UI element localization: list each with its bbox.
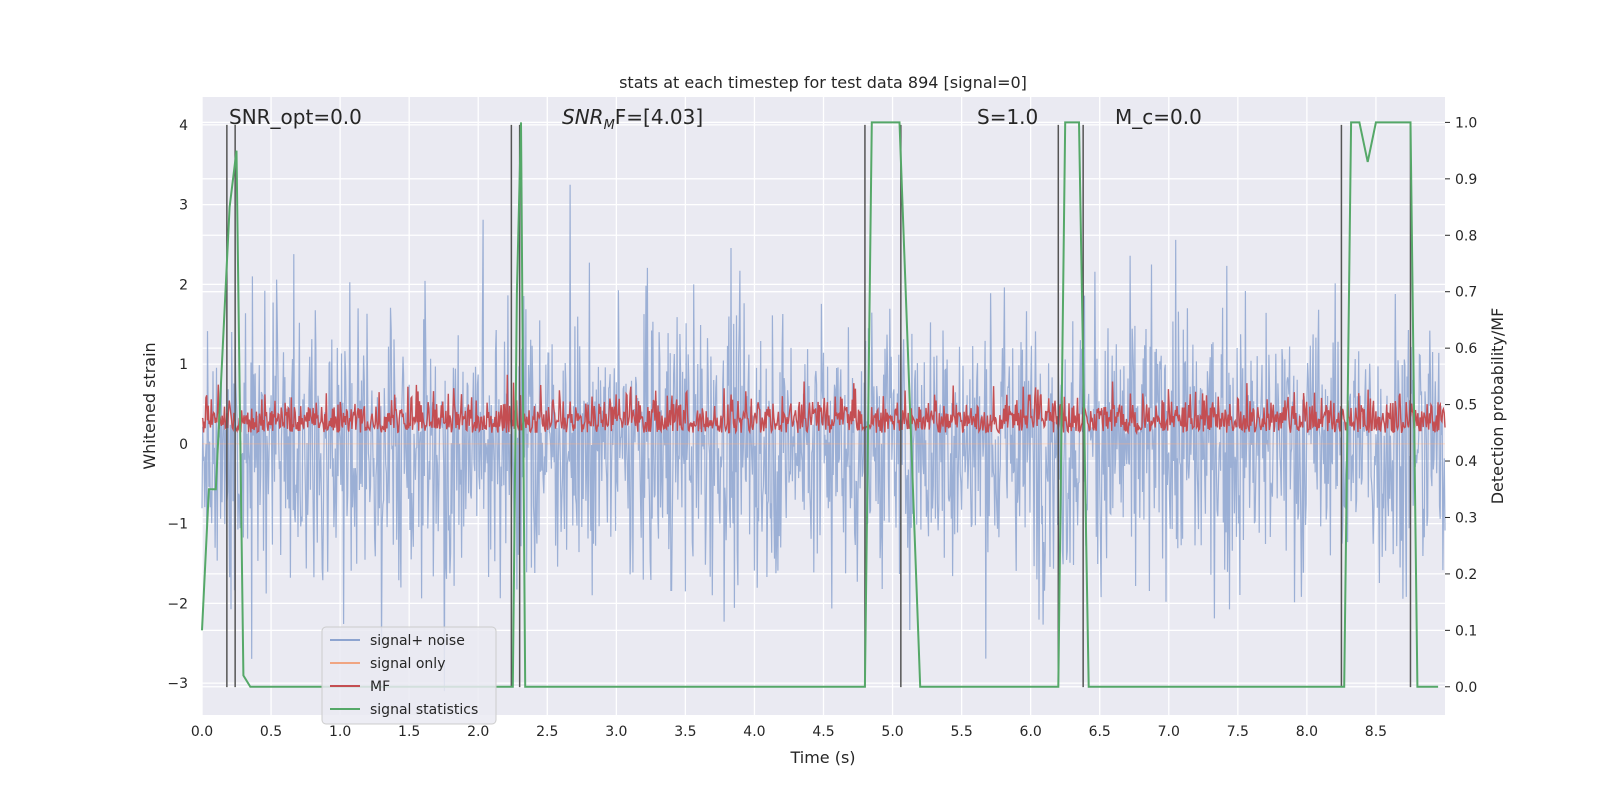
legend: signal+ noise signal only MF signal stat… xyxy=(321,626,497,725)
x-tick-label: 5.0 xyxy=(881,724,903,740)
x-tick-label: 5.5 xyxy=(950,724,972,740)
annotation-snr-mf: SNRMF=[4.03] xyxy=(562,105,703,133)
x-tick-label: 8.0 xyxy=(1296,724,1318,740)
y-right-tick-label: 0.0 xyxy=(1455,680,1477,696)
y-right-tick-label: 0.8 xyxy=(1455,228,1477,244)
x-tick-label: 4.5 xyxy=(812,724,834,740)
annotation-mc: M_c=0.0 xyxy=(1115,105,1202,129)
x-tick-label: 0.0 xyxy=(191,724,213,740)
legend-label-mf: MF xyxy=(370,679,390,695)
x-tick-label: 1.5 xyxy=(398,724,420,740)
mf-series xyxy=(201,374,1446,436)
x-tick-label: 0.5 xyxy=(260,724,282,740)
annotation-snr-opt: SNR_opt=0.0 xyxy=(229,105,362,129)
x-tick-label: 2.0 xyxy=(467,724,489,740)
y-tick-label: 3 xyxy=(179,198,188,214)
y-right-tick-label: 0.2 xyxy=(1455,567,1477,583)
x-tick-label: 2.5 xyxy=(536,724,558,740)
y-axis-right-label: Detection probability/MF xyxy=(1488,308,1507,505)
y-right-tick-label: 0.4 xyxy=(1455,454,1477,470)
legend-label-signal-noise: signal+ noise xyxy=(370,633,465,649)
signal-statistics-series xyxy=(201,121,1439,688)
y-tick-label: −2 xyxy=(167,596,188,612)
y-right-tick-label: 0.1 xyxy=(1455,623,1477,639)
y-tick-label: 2 xyxy=(179,277,188,293)
y-tick-label: −3 xyxy=(167,676,188,692)
y-tick-label: 4 xyxy=(179,118,188,134)
y-right-tick-label: 1.0 xyxy=(1455,115,1477,131)
legend-label-signal-only: signal only xyxy=(370,656,445,672)
y-axis-label: Whitened strain xyxy=(140,342,159,469)
series-line-mf xyxy=(201,374,1446,436)
x-tick-label: 4.0 xyxy=(743,724,765,740)
signal-noise-series xyxy=(201,184,1446,692)
x-tick-label: 7.5 xyxy=(1227,724,1249,740)
y-tick-label: 0 xyxy=(179,437,188,453)
x-tick-label: 6.0 xyxy=(1020,724,1042,740)
y-right-tick-label: 0.9 xyxy=(1455,172,1477,188)
x-tick-label: 3.5 xyxy=(674,724,696,740)
x-tick-label: 3.0 xyxy=(605,724,627,740)
y-tick-label: 1 xyxy=(179,357,188,373)
tick-labels: 0.0 0.5 1.0 1.5 2.0 2.5 3.0 3.5 4.0 4.5 5.0 5.5 6.0 6… xyxy=(167,115,1477,740)
series-line-signal-statistics xyxy=(201,121,1439,688)
x-axis-label: Time (s) xyxy=(789,748,855,767)
y-right-tick-label: 0.6 xyxy=(1455,341,1477,357)
series-line-signal-noise xyxy=(201,184,1446,692)
x-tick-label: 7.0 xyxy=(1158,724,1180,740)
x-tick-label: 1.0 xyxy=(329,724,351,740)
y-right-tick-label: 0.7 xyxy=(1455,285,1477,301)
x-tick-label: 8.5 xyxy=(1365,724,1387,740)
legend-box xyxy=(321,626,497,725)
legend-label-signal-statistics: signal statistics xyxy=(370,702,478,718)
y-tick-label: −1 xyxy=(167,517,188,533)
x-tick-label: 6.5 xyxy=(1089,724,1111,740)
annotation-s: S=1.0 xyxy=(977,105,1038,129)
y-right-tick-label: 0.3 xyxy=(1455,510,1477,526)
chart-title: stats at each timestep for test data 894… xyxy=(619,73,1027,92)
y-right-tick-label: 0.5 xyxy=(1455,398,1477,414)
